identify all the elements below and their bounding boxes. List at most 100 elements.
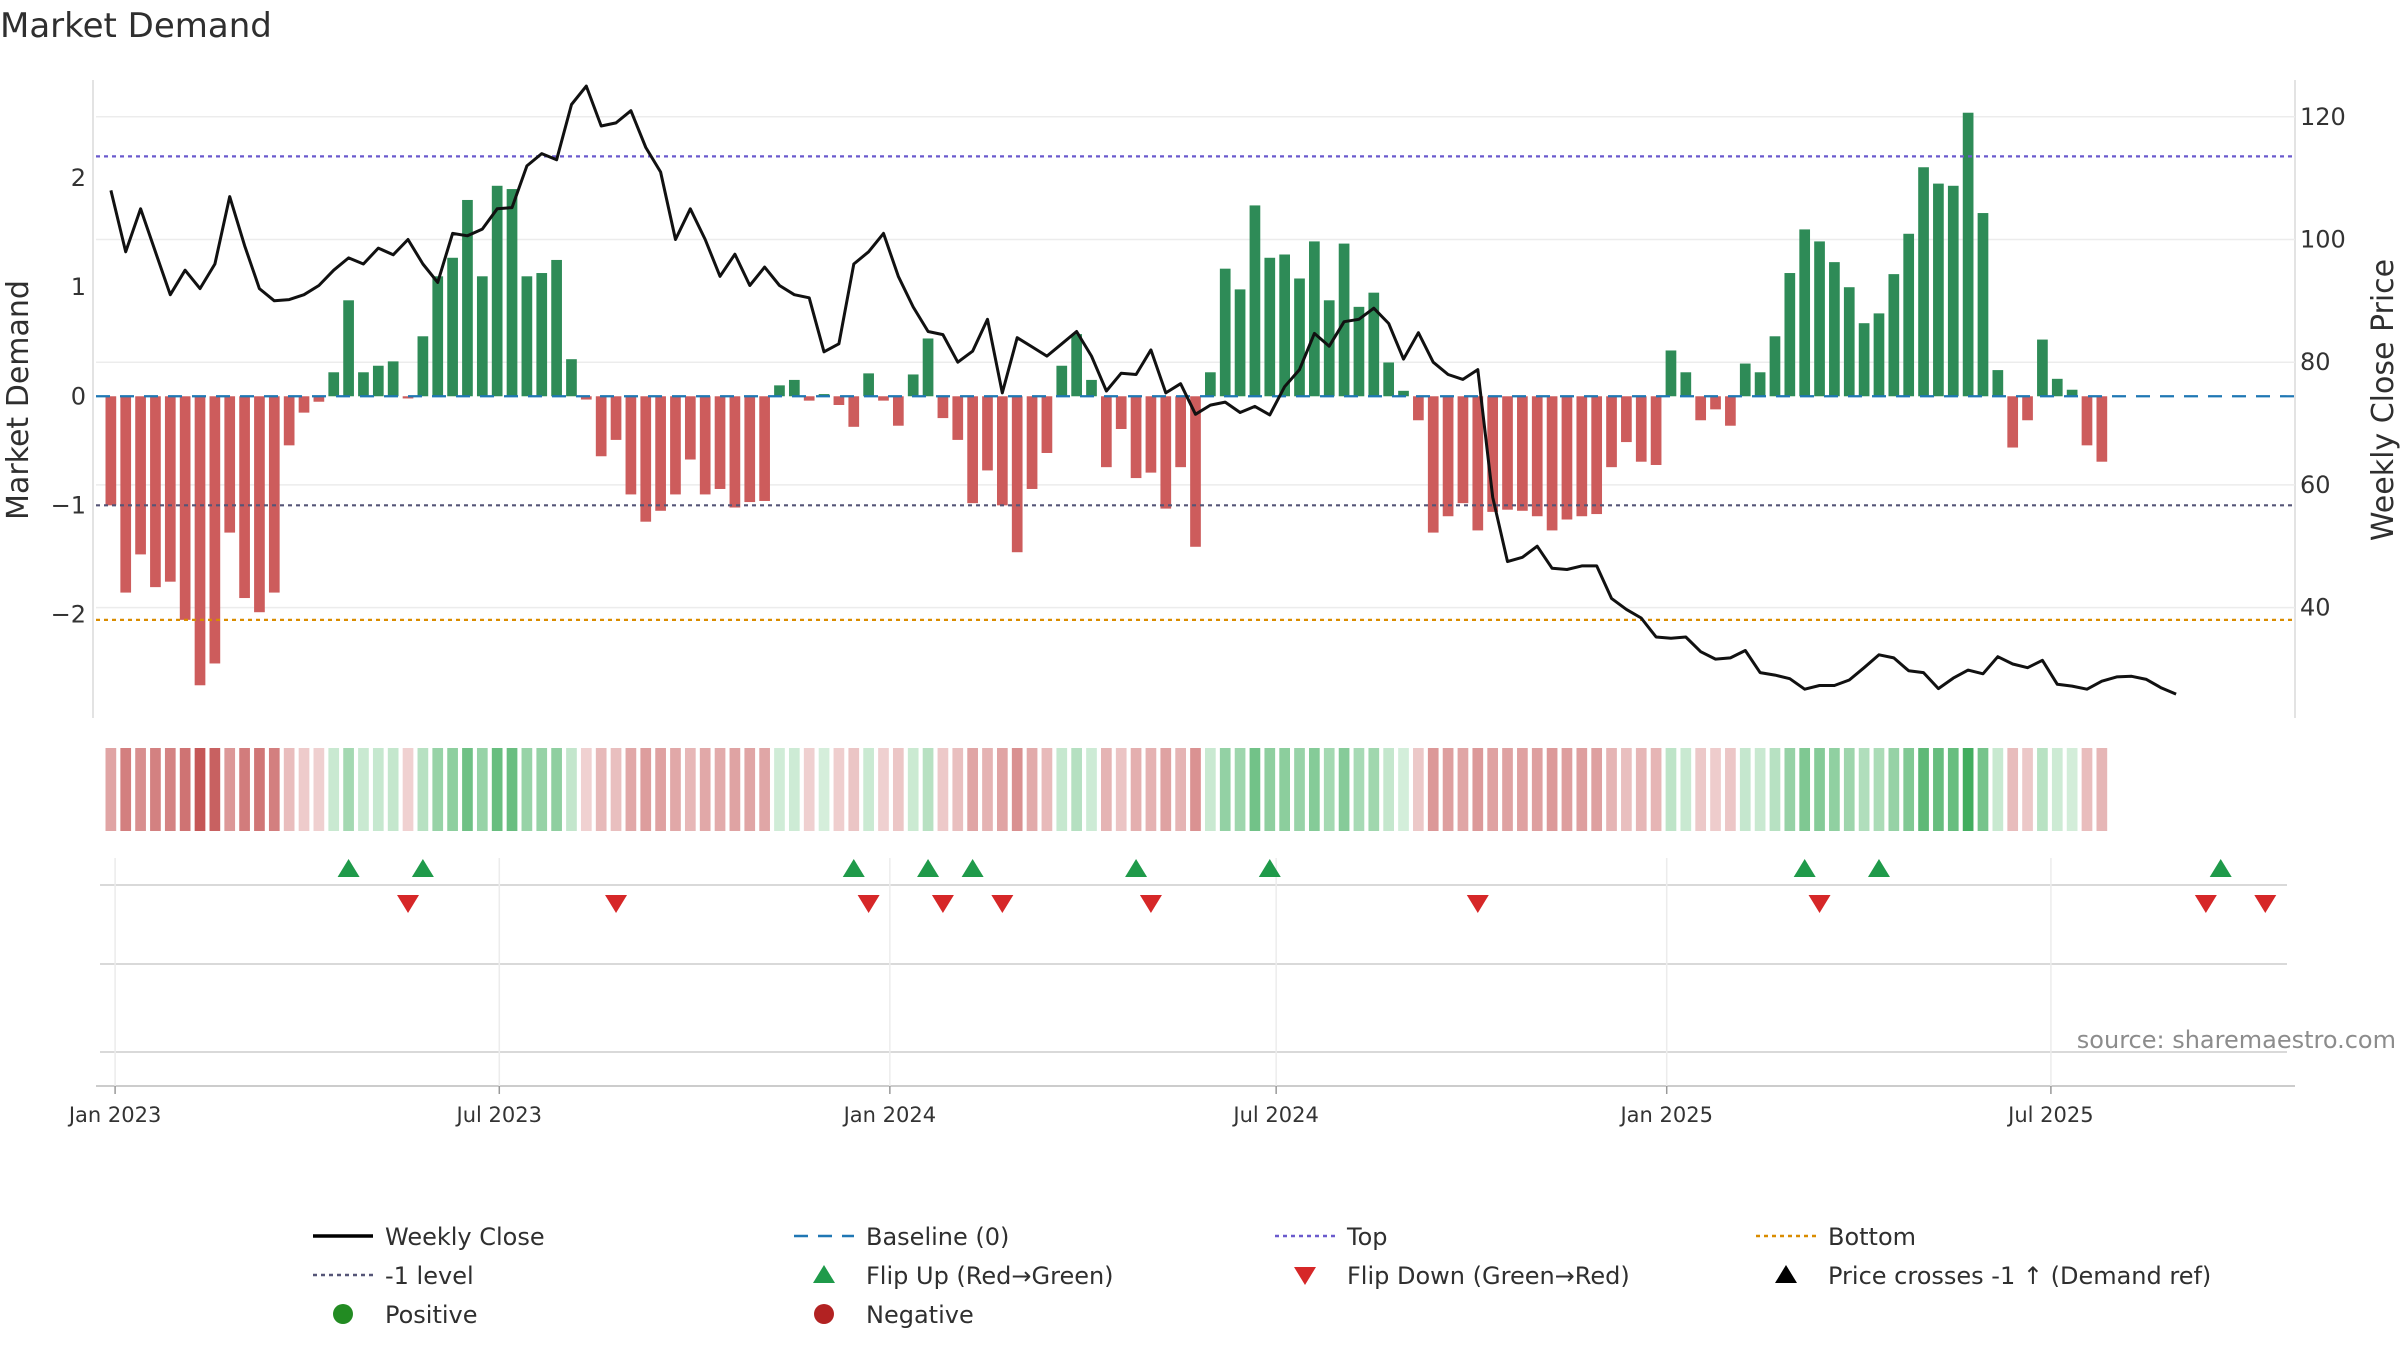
negative-bar	[194, 396, 206, 686]
heat-cell	[194, 748, 206, 831]
y-tick-label: −1	[51, 491, 86, 519]
positive-bar	[2051, 378, 2063, 397]
heat-cell	[670, 748, 681, 831]
x-axis: Jan 2023 Jul 2023 Jan 2024 Jul 2024 Jan 2025…	[67, 1086, 2094, 1127]
heat-cell	[120, 748, 132, 831]
positive-bar	[1323, 300, 1335, 397]
heat-cell	[447, 748, 458, 831]
heat-cell	[1219, 748, 1231, 831]
positive-bar	[432, 276, 444, 397]
heat-cell	[1888, 748, 1900, 831]
heat-cell	[1309, 748, 1320, 831]
heat-cell	[1665, 748, 1677, 831]
positive-bar	[1353, 306, 1365, 397]
heat-cell	[952, 748, 964, 831]
heat-cell	[179, 748, 191, 831]
negative-bar	[135, 396, 146, 555]
heat-cell	[1591, 748, 1603, 831]
y2-tick-label: 40	[2300, 594, 2331, 622]
heat-cell	[1918, 748, 1929, 831]
positive-bar	[1056, 365, 1068, 397]
heat-cell	[1650, 748, 1662, 831]
demand-heat-strip	[105, 748, 2108, 831]
heat-cell	[1680, 748, 1692, 831]
heat-cell	[1635, 748, 1647, 831]
heat-cell	[640, 748, 652, 831]
negative-bar	[179, 396, 191, 620]
positive-bar	[1086, 379, 1097, 397]
heat-cell	[1531, 748, 1543, 831]
heat-cell	[506, 748, 518, 831]
heat-cell	[1323, 748, 1335, 831]
heat-cell	[1977, 748, 1989, 831]
positive-bar	[1933, 183, 1944, 397]
heat-cell	[803, 748, 815, 831]
positive-bar	[1903, 233, 1915, 397]
negative-bar	[1413, 396, 1424, 421]
heat-cell	[1873, 748, 1885, 831]
legend-label: Negative	[866, 1301, 974, 1329]
positive-bar	[1071, 334, 1082, 397]
negative-bar	[878, 396, 889, 401]
negative-bar	[670, 396, 681, 495]
positive-bar	[343, 300, 354, 397]
heat-cell	[1858, 748, 1870, 831]
heat-cell	[1175, 748, 1186, 831]
negative-bar	[224, 396, 236, 533]
heat-cell	[1472, 748, 1484, 831]
heat-cell	[387, 748, 399, 831]
legend-item: Baseline (0)	[794, 1223, 1009, 1251]
positive-bar	[1338, 243, 1350, 397]
legend-label: Price crosses -1 ↑ (Demand ref)	[1828, 1262, 2211, 1290]
x-tick-label: Jul 2024	[1231, 1103, 1318, 1127]
flip-down-marker	[397, 895, 420, 913]
y2-axis-label: Weekly Close Price	[2366, 259, 2400, 541]
heat-cell	[224, 748, 236, 831]
flip-up-marker	[337, 859, 360, 877]
heat-cell	[2051, 748, 2063, 831]
heat-cell	[313, 748, 325, 831]
heat-cell	[1829, 748, 1840, 831]
flip-down-marker	[1139, 895, 1162, 913]
positive-bar	[1309, 241, 1320, 397]
heat-cell	[536, 748, 548, 831]
heat-cell	[759, 748, 770, 831]
heat-cell	[1695, 748, 1707, 831]
heat-cell	[1814, 748, 1825, 831]
negative-bar	[313, 396, 325, 402]
y-tick-label: 2	[71, 164, 86, 192]
heat-cell	[283, 748, 295, 831]
heat-cell	[135, 748, 146, 831]
flip-down-marker	[857, 895, 880, 913]
heat-cell	[878, 748, 889, 831]
negative-bar	[610, 396, 622, 440]
negative-bar	[803, 396, 815, 401]
negative-bar	[120, 396, 132, 593]
negative-bar	[268, 396, 280, 593]
negative-bar	[1591, 396, 1603, 515]
source-credit: source: sharemaestro.com	[2077, 1026, 2396, 1054]
negative-bar	[1650, 396, 1662, 465]
heat-cell	[105, 748, 117, 831]
signal-panel	[96, 858, 2295, 1087]
negative-bar	[283, 396, 295, 446]
heat-cell	[551, 748, 562, 831]
heat-cell	[1115, 748, 1127, 831]
heat-cell	[209, 748, 221, 831]
heat-cell	[343, 748, 354, 831]
positive-bar	[907, 374, 919, 397]
flip-down-marker	[605, 895, 628, 913]
weekly-close-line	[109, 84, 2177, 696]
negative-bar	[744, 396, 756, 503]
positive-bar	[1947, 185, 1959, 397]
legend-item: -1 level	[313, 1262, 474, 1290]
negative-bar	[1026, 396, 1038, 489]
heat-cell	[2096, 748, 2108, 831]
negative-bar	[1561, 396, 1573, 520]
x-tick-label: Jan 2025	[1618, 1103, 1713, 1127]
legend-item: Flip Down (Green→Red)	[1294, 1262, 1630, 1290]
heat-cell	[358, 748, 369, 831]
heat-cell	[1546, 748, 1558, 831]
flip-down-marker	[2194, 895, 2217, 913]
negative-bar	[1621, 396, 1632, 443]
